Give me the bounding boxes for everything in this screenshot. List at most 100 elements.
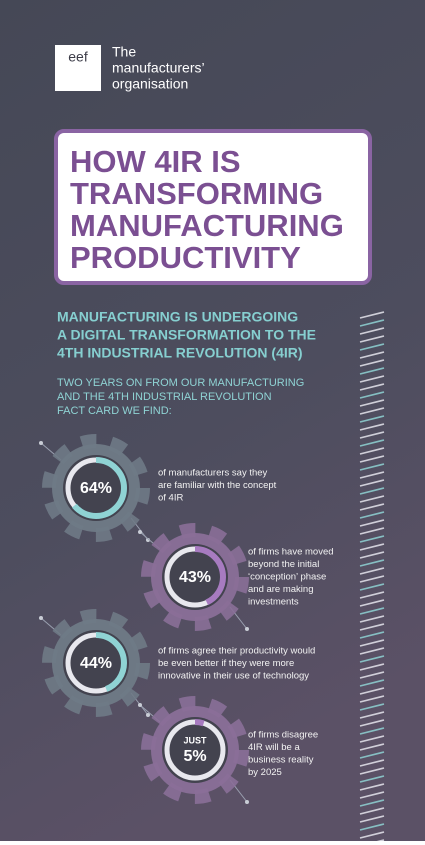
stat-description: by 2025 [248, 767, 282, 778]
stripe [359, 743, 385, 751]
stripe [359, 439, 385, 447]
stripe [359, 647, 385, 655]
intro: AND THE 4TH INDUSTRIAL REVOLUTION [57, 391, 272, 403]
subtitle: A DIGITAL TRANSFORMATION TO THE [57, 327, 316, 343]
gear-teeth [42, 434, 150, 542]
stripe [359, 359, 385, 367]
stripe [359, 447, 385, 455]
stripe [359, 807, 385, 815]
stripe [359, 407, 385, 415]
stat-description: of firms have moved [248, 547, 334, 558]
intro: TWO YEARS ON FROM OUR MANUFACTURING [57, 377, 304, 389]
stripe [359, 687, 385, 695]
stripe [359, 511, 385, 519]
stripe [359, 679, 385, 687]
stripe [359, 799, 385, 807]
stripe [359, 479, 385, 487]
stat-label: 43% [179, 569, 211, 586]
stripe [359, 471, 385, 479]
stat-description: 4IR will be a [248, 742, 300, 753]
gear-inner [162, 717, 228, 783]
ring-value [164, 546, 226, 608]
stripe [359, 527, 385, 535]
stripe [359, 455, 385, 463]
stripe [359, 335, 385, 343]
connector-dot [39, 616, 43, 620]
title: HOW 4IR IS [70, 144, 241, 179]
stripe [359, 343, 385, 351]
stat-description: business reality [248, 755, 314, 766]
subtitle: 4TH INDUSTRIAL REVOLUTION (4IR) [57, 345, 303, 361]
stripe [359, 695, 385, 703]
stripe [359, 351, 385, 359]
stat-description: and are making [248, 584, 313, 595]
stripe [359, 367, 385, 375]
gear-inner [162, 544, 228, 610]
stripe [359, 623, 385, 631]
stripe [359, 543, 385, 551]
stripe [359, 703, 385, 711]
connector-dot [138, 530, 142, 534]
stripe [359, 727, 385, 735]
stripe [359, 831, 385, 839]
stripe [359, 783, 385, 791]
connector-dot [138, 703, 142, 707]
stripe [359, 567, 385, 575]
gear-teeth [141, 523, 249, 631]
org-name: manufacturers’ [112, 60, 205, 76]
logo-box [55, 45, 101, 91]
stripes [359, 311, 385, 845]
stripe [359, 639, 385, 647]
stripe [359, 503, 385, 511]
connector-dot [245, 627, 249, 631]
intro: FACT CARD WE FIND: [57, 405, 172, 417]
stripe [359, 599, 385, 607]
stripe [359, 391, 385, 399]
stat-description: innovative in their use of technology [158, 671, 309, 682]
title: PRODUCTIVITY [70, 240, 301, 275]
stripe [359, 767, 385, 775]
stripe [359, 791, 385, 799]
stripe [359, 535, 385, 543]
stat-prefix: JUST [183, 735, 207, 745]
stripe [359, 615, 385, 623]
stripe [359, 311, 385, 319]
stripe [359, 583, 385, 591]
stat-description: ‘conception’ phase [248, 572, 326, 583]
org-name: organisation [112, 76, 188, 92]
org-name: The [112, 44, 136, 60]
connector-dot [39, 441, 43, 445]
stripe [359, 519, 385, 527]
stat-description: are familiar with the concept [158, 480, 277, 491]
ring-value [65, 457, 127, 519]
subtitle: MANUFACTURING IS UNDERGOING [57, 309, 298, 325]
ring-value [65, 632, 127, 694]
stripe [359, 591, 385, 599]
stripe [359, 719, 385, 727]
stripe [359, 375, 385, 383]
stripe [359, 671, 385, 679]
stat-label: 64% [80, 480, 112, 497]
stripe [359, 775, 385, 783]
gear-inner [63, 630, 129, 696]
title-box [54, 129, 372, 285]
stripe [359, 327, 385, 335]
stripe [359, 735, 385, 743]
stripe [359, 751, 385, 759]
stripe [359, 711, 385, 719]
stripe [359, 631, 385, 639]
stripe [359, 319, 385, 327]
stripe [359, 575, 385, 583]
stripe [359, 551, 385, 559]
stripe [359, 383, 385, 391]
stripe [359, 815, 385, 823]
stat-description: beyond the initial [248, 559, 319, 570]
stripe [359, 415, 385, 423]
stripe [359, 607, 385, 615]
stat-description: of firms disagree [248, 730, 318, 741]
gear-teeth [42, 609, 150, 717]
stripe [359, 431, 385, 439]
stripe [359, 495, 385, 503]
stripe [359, 559, 385, 567]
